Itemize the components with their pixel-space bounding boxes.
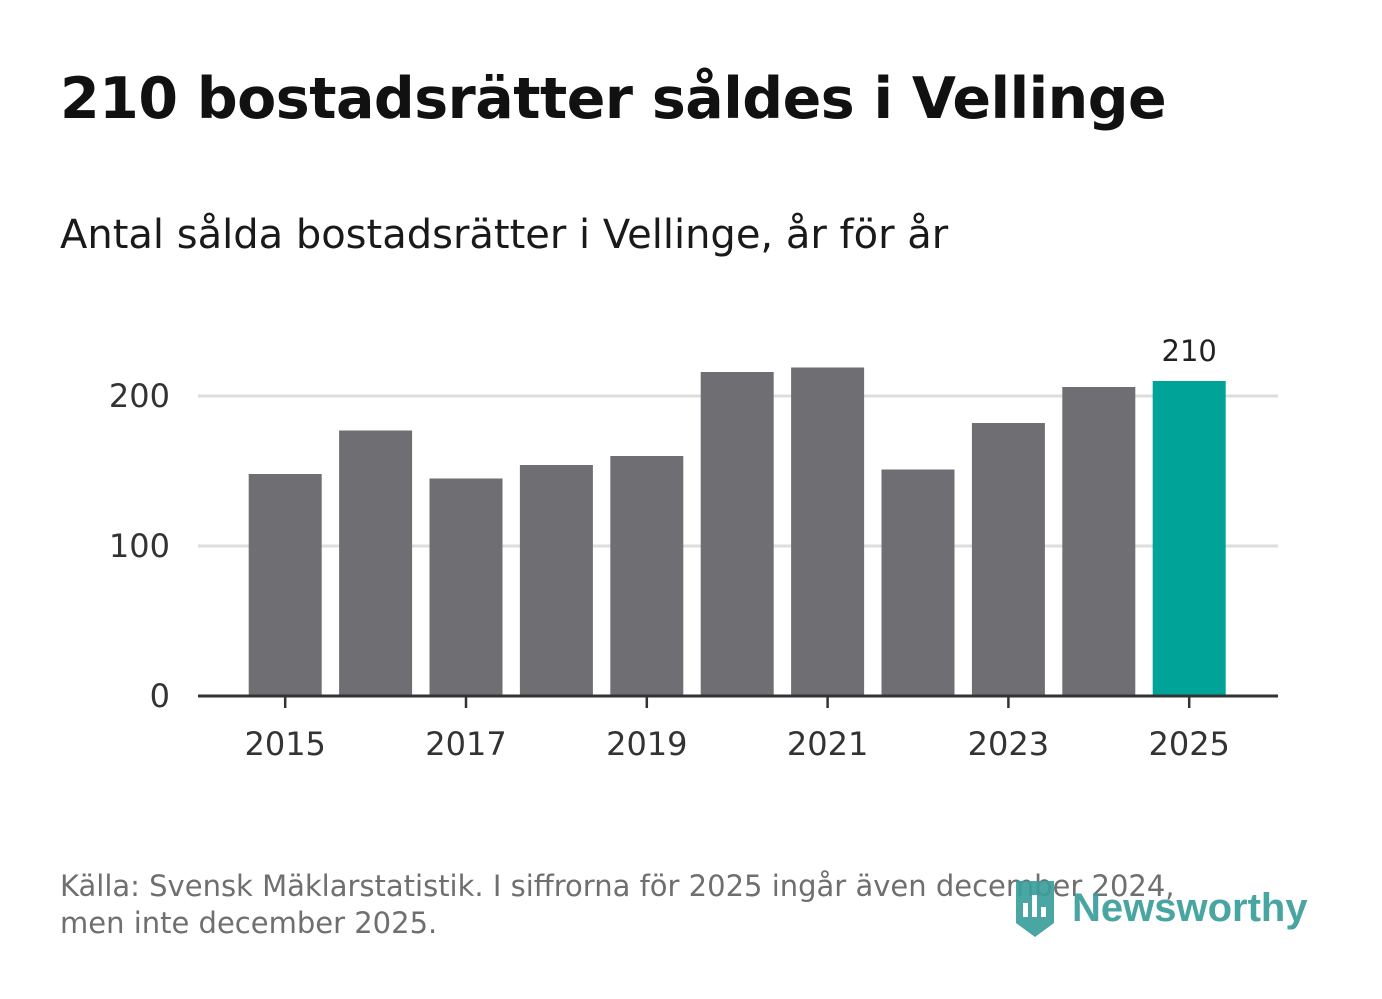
chart-subtitle: Antal sålda bostadsrätter i Vellinge, år… <box>60 212 949 258</box>
x-tick-label-2021: 2021 <box>787 725 868 763</box>
bar-2025 <box>1152 381 1226 696</box>
bar-2016 <box>339 430 413 696</box>
x-tick-label-2023: 2023 <box>968 725 1049 763</box>
newsworthy-logo-icon <box>1016 881 1054 937</box>
brand-logo: Newsworthy <box>1012 876 1308 940</box>
source-note: Källa: Svensk Mäklarstatistik. I siffror… <box>60 868 1260 942</box>
bar-2024 <box>1062 387 1136 696</box>
data-label-2025: 210 <box>1162 334 1217 368</box>
source-note-line-1: Källa: Svensk Mäklarstatistik. I siffror… <box>60 869 1175 903</box>
bar-2020 <box>700 372 774 696</box>
bars <box>248 367 1226 696</box>
y-tick-label-0: 0 <box>150 677 170 715</box>
data-labels: 210 <box>1162 334 1217 368</box>
brand-name: Newsworthy <box>1072 885 1308 930</box>
x-tick-label-2015: 2015 <box>244 725 325 763</box>
y-tick-label-100: 100 <box>109 527 170 565</box>
bar-2015 <box>248 474 322 696</box>
bar-2017 <box>429 478 503 696</box>
x-tick-label-2025: 2025 <box>1148 725 1229 763</box>
bar-2023 <box>971 423 1045 696</box>
chart-title: 210 bostadsrätter såldes i Vellinge <box>60 66 1167 132</box>
x-axis-ticks: 2015 2017 2019 2021 2023 2025 <box>244 696 1230 763</box>
bar-2022 <box>881 469 955 696</box>
x-tick-label-2019: 2019 <box>606 725 687 763</box>
bar-chart: 0 100 200 2015 2017 2019 2021 2023 2025 210 <box>109 334 1278 763</box>
y-tick-label-200: 200 <box>109 377 170 415</box>
source-note-line-2: men inte december 2025. <box>60 906 438 940</box>
x-tick-label-2017: 2017 <box>425 725 506 763</box>
bar-2019 <box>610 456 684 696</box>
bar-2018 <box>519 465 593 696</box>
y-axis-ticks: 0 100 200 <box>109 377 170 715</box>
bar-2021 <box>791 367 865 696</box>
